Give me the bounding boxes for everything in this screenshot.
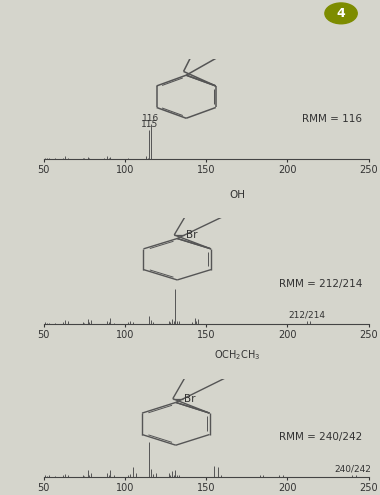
Text: 212/214: 212/214 [288, 311, 325, 320]
Text: OH: OH [230, 190, 245, 200]
Text: RMM = 212/214: RMM = 212/214 [279, 279, 362, 289]
Text: RMM = 240/242: RMM = 240/242 [279, 432, 362, 442]
Text: 4: 4 [337, 7, 345, 20]
Text: 240/242: 240/242 [334, 464, 371, 473]
Text: RMM = 116: RMM = 116 [302, 114, 362, 124]
Text: 116: 116 [142, 114, 160, 123]
Text: Br: Br [186, 230, 197, 240]
Circle shape [325, 3, 357, 24]
Text: OCH$_2$CH$_3$: OCH$_2$CH$_3$ [214, 348, 261, 362]
Text: 115: 115 [141, 120, 158, 129]
Text: Br: Br [184, 394, 196, 404]
